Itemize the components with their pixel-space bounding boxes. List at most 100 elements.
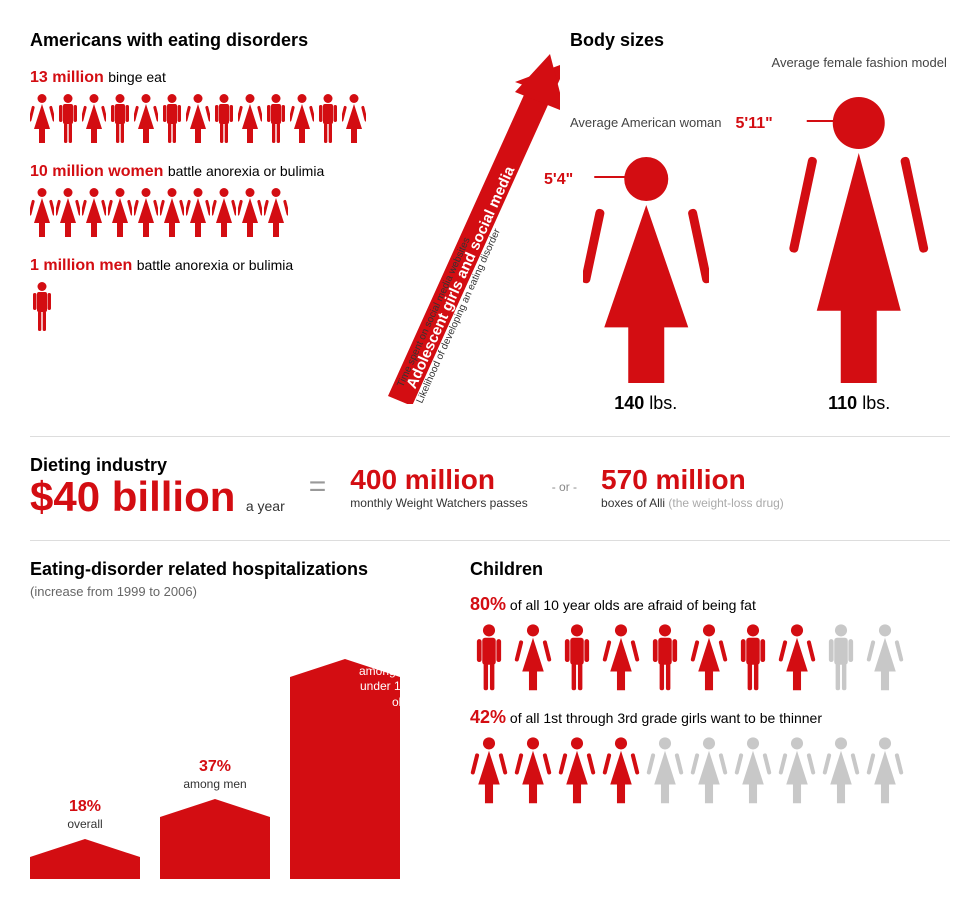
person-female-icon [342,93,366,145]
diet-metric: 400 million monthly Weight Watchers pass… [350,464,527,510]
hosp-subtitle: (increase from 1999 to 2006) [30,584,430,599]
body-cols: Average American woman 5'4" 140 lbs. Ave… [570,55,950,414]
arrow-wrap: Time spent on social media websites Adol… [380,44,560,404]
person-male-icon [316,93,340,145]
body-weight-num: 110 [828,393,857,413]
svg-text:Adolescent girls and social me: Adolescent girls and social media [403,163,518,391]
diet-metric-desc: boxes of Alli (the weight-loss drug) [601,496,784,510]
child-block: 80% of all 10 year olds are afraid of be… [470,594,950,693]
dieting-unit: a year [246,498,285,514]
bar-label-text: overall [67,817,102,833]
stat-block: 13 million binge eat [30,69,370,145]
diet-metric-value: 570 million [601,464,784,496]
stat-desc: battle anorexia or bulimia [137,257,293,273]
hosp-bars: 18% overall 37% among men 119%among chil… [30,619,430,879]
people-row [470,736,950,806]
child-pct: 42% [470,707,506,727]
stat-desc: battle anorexia or bulimia [168,163,324,179]
person-female-icon [212,187,236,239]
bar-label: 119%among children under 12 years old [345,643,455,711]
dieting-value-wrap: $40 billion a year [30,476,285,518]
person-female-icon [690,623,728,693]
children-blocks: 80% of all 10 year olds are afraid of be… [470,594,950,806]
child-stat: 80% of all 10 year olds are afraid of be… [470,594,950,615]
stat-block: 10 million women battle anorexia or buli… [30,163,370,239]
bar-pct: 18% [67,797,102,818]
americans-rows: 13 million binge eat [30,69,370,333]
person-female-icon [602,736,640,806]
divider-1 [30,436,950,437]
bottom-row: Eating-disorder related hospitalizations… [30,559,950,879]
person-male-icon [470,623,508,693]
body-col: Average American woman 5'4" 140 lbs. [570,115,722,414]
person-female-icon [186,187,210,239]
person-female-icon [690,736,728,806]
child-stat: 42% of all 1st through 3rd grade girls w… [470,707,950,728]
bar: 18% overall [30,619,140,879]
body-figure-icon [583,155,710,385]
person-female-icon [470,736,508,806]
person-male-icon [56,93,80,145]
americans-section: Americans with eating disorders 13 milli… [30,30,370,414]
diet-metric-desc: monthly Weight Watchers passes [350,496,527,510]
bar: 119%among children under 12 years old [290,619,400,879]
person-female-icon [778,623,816,693]
person-female-icon [134,93,158,145]
person-female-icon [264,187,288,239]
body-section: Body sizes Average American woman 5'4" 1… [570,30,950,414]
equals-sign: = [309,470,327,504]
bar-shape-icon [30,839,140,879]
body-weight-num: 140 [614,393,644,413]
hosp-title: Eating-disorder related hospitalizations [30,559,430,580]
diet-metric: 570 million boxes of Alli (the weight-lo… [601,464,784,510]
americans-title: Americans with eating disorders [30,30,370,51]
person-female-icon [186,93,210,145]
children-section: Children 80% of all 10 year olds are afr… [470,559,950,879]
divider-2 [30,540,950,541]
person-female-icon [290,93,314,145]
body-label: Average American woman [570,115,722,147]
person-male-icon [160,93,184,145]
person-male-icon [734,623,772,693]
person-female-icon [82,187,106,239]
body-figure-wrap: 5'11" [772,95,947,385]
person-male-icon [822,623,860,693]
people-row [30,93,370,145]
child-pct: 80% [470,594,506,614]
body-title: Body sizes [570,30,950,51]
body-weight: 140 lbs. [570,393,722,414]
person-female-icon [238,187,262,239]
person-female-icon [238,93,262,145]
stat-desc: binge eat [108,69,166,85]
person-female-icon [160,187,184,239]
person-female-icon [30,187,54,239]
stat-value: 1 million men [30,257,132,274]
person-female-icon [30,93,54,145]
person-female-icon [866,623,904,693]
person-female-icon [56,187,80,239]
stat-line: 13 million binge eat [30,69,370,87]
person-female-icon [602,623,640,693]
person-male-icon [212,93,236,145]
hosp-section: Eating-disorder related hospitalizations… [30,559,430,879]
person-female-icon [646,736,684,806]
person-female-icon [514,623,552,693]
bar-label: 37% among men [183,757,246,793]
person-female-icon [134,187,158,239]
child-desc: of all 1st through 3rd grade girls want … [510,710,822,726]
body-weight-unit: lbs. [649,393,677,413]
body-height: 5'4" [544,171,573,189]
child-desc: of all 10 year olds are afraid of being … [510,597,756,613]
stat-value: 13 million [30,69,104,86]
body-col: Average female fashion model 5'11" 110 l… [772,55,947,414]
bar-label-text: among men [183,777,246,793]
dieting-metrics: 400 million monthly Weight Watchers pass… [350,464,784,510]
person-female-icon [866,736,904,806]
body-weight-unit: lbs. [862,393,890,413]
body-height: 5'11" [736,115,773,133]
person-male-icon [558,623,596,693]
person-male-icon [30,281,54,333]
diet-metric-value: 400 million [350,464,527,496]
person-male-icon [264,93,288,145]
arrow-svg: Time spent on social media websites Adol… [380,44,560,404]
